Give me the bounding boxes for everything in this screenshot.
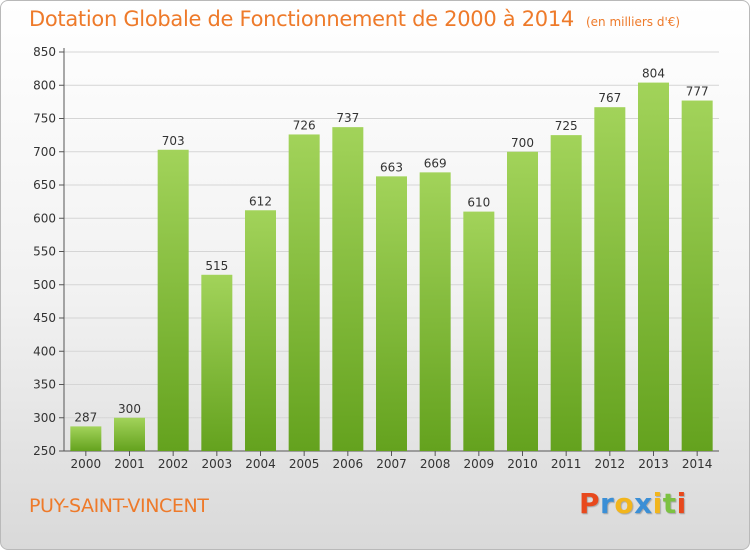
data-label-2005: 726 bbox=[293, 118, 316, 132]
x-tick-label: 2007 bbox=[376, 457, 407, 471]
x-tick-label: 2013 bbox=[638, 457, 669, 471]
x-tick-label: 2006 bbox=[333, 457, 364, 471]
chart-unit: (en milliers d'€) bbox=[585, 15, 681, 29]
chart-title: Dotation Globale de Fonctionnement de 20… bbox=[29, 7, 680, 31]
data-label-2008: 669 bbox=[424, 156, 447, 170]
y-tick-label: 550 bbox=[33, 245, 56, 259]
bar-2011 bbox=[550, 135, 582, 451]
x-tick-label: 2008 bbox=[420, 457, 451, 471]
x-tick-label: 2009 bbox=[464, 457, 495, 471]
data-label-2007: 663 bbox=[380, 160, 403, 174]
bar-2009 bbox=[463, 211, 495, 451]
bar-2002 bbox=[157, 149, 189, 451]
commune-name: PUY-SAINT-VINCENT bbox=[29, 495, 209, 517]
data-label-2010: 700 bbox=[511, 136, 534, 150]
data-label-2009: 610 bbox=[467, 196, 490, 210]
x-tick-label: 2004 bbox=[245, 457, 276, 471]
data-label-2004: 612 bbox=[249, 194, 272, 208]
y-tick-label: 300 bbox=[33, 411, 56, 425]
proxiti-logo: Proxiti bbox=[579, 487, 687, 520]
bar-2007 bbox=[376, 176, 407, 452]
axes: 250 300 350 400 450 500 550 600 650 700 750 800 850 2… bbox=[33, 45, 719, 471]
x-tick-label: 2011 bbox=[551, 457, 582, 471]
x-tick-label: 2010 bbox=[507, 457, 538, 471]
bar-2014 bbox=[681, 100, 713, 452]
data-label-2003: 515 bbox=[205, 259, 228, 273]
data-label-2000: 287 bbox=[74, 410, 97, 424]
logo-letter: x bbox=[634, 487, 653, 520]
y-tick-label: 800 bbox=[33, 78, 56, 92]
bar-2001 bbox=[114, 417, 145, 451]
x-tick-label: 2014 bbox=[682, 457, 713, 471]
y-tick-label: 500 bbox=[33, 278, 56, 292]
x-tick-label: 2001 bbox=[114, 457, 145, 471]
x-tick-label: 2002 bbox=[158, 457, 189, 471]
x-tick-label: 2000 bbox=[71, 457, 102, 471]
logo-letter: i bbox=[652, 487, 663, 520]
bar-2000 bbox=[70, 426, 102, 451]
y-tick-label: 600 bbox=[33, 211, 56, 225]
y-tick-label: 700 bbox=[33, 145, 56, 159]
data-label-2012: 767 bbox=[598, 91, 621, 105]
logo-letter: r bbox=[600, 487, 615, 520]
x-tick-label: 2005 bbox=[289, 457, 320, 471]
bar-2010 bbox=[507, 151, 538, 451]
y-tick-label: 650 bbox=[33, 178, 56, 192]
data-label-2001: 300 bbox=[118, 402, 141, 416]
logo-letter: o bbox=[614, 487, 635, 520]
bar-2013 bbox=[638, 82, 669, 451]
bar-2005 bbox=[288, 134, 320, 451]
logo-letter: t bbox=[662, 487, 677, 520]
bar-2004 bbox=[245, 210, 276, 451]
bar-2008 bbox=[419, 172, 451, 452]
y-tick-label: 350 bbox=[33, 378, 56, 392]
bars bbox=[70, 82, 713, 452]
logo-letter: i bbox=[676, 487, 687, 520]
y-tick-label: 450 bbox=[33, 311, 56, 325]
bar-2003 bbox=[201, 274, 233, 451]
data-labels: 287 300 703 515 612 726 737 663 669 610 700 725 767 8… bbox=[74, 67, 708, 425]
data-label-2002: 703 bbox=[162, 134, 185, 148]
data-label-2014: 777 bbox=[686, 85, 709, 99]
y-tick-label: 750 bbox=[33, 112, 56, 126]
y-tick-label: 400 bbox=[33, 344, 56, 358]
data-label-2006: 737 bbox=[336, 111, 359, 125]
y-tick-label: 250 bbox=[33, 444, 56, 458]
y-tick-label: 850 bbox=[33, 45, 56, 59]
x-tick-label: 2003 bbox=[202, 457, 233, 471]
x-tick-label: 2012 bbox=[595, 457, 626, 471]
data-label-2013: 804 bbox=[642, 67, 665, 81]
bar-2006 bbox=[332, 127, 364, 452]
data-label-2011: 725 bbox=[555, 119, 578, 133]
chart-title-text: Dotation Globale de Fonctionnement de 20… bbox=[29, 7, 574, 31]
logo-letter: P bbox=[579, 487, 601, 520]
bar-2012 bbox=[594, 107, 626, 451]
